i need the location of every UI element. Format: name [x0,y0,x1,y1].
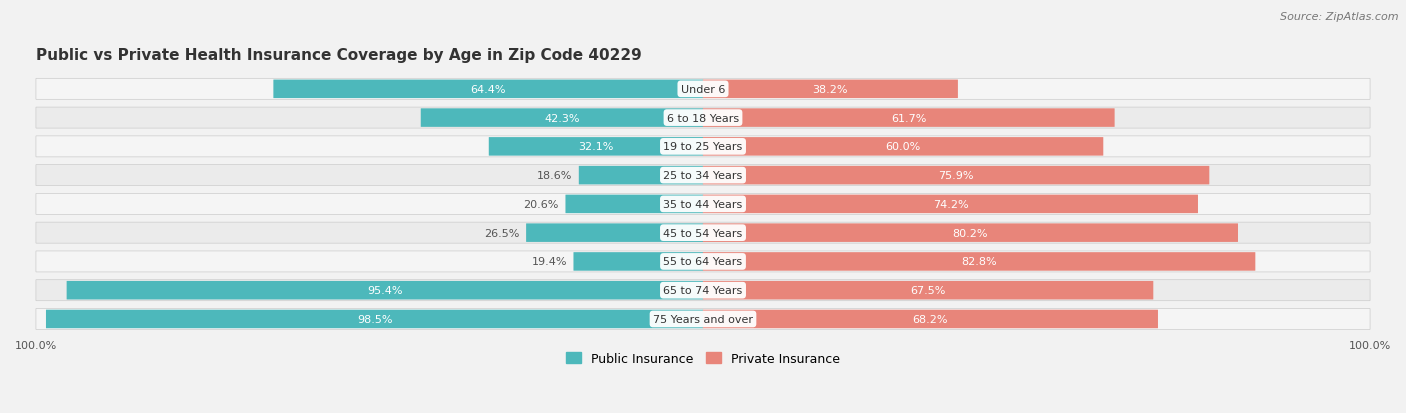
FancyBboxPatch shape [703,81,957,99]
Text: Public vs Private Health Insurance Coverage by Age in Zip Code 40229: Public vs Private Health Insurance Cover… [37,48,643,63]
FancyBboxPatch shape [565,195,703,214]
FancyBboxPatch shape [703,281,1153,300]
FancyBboxPatch shape [37,194,1369,215]
Text: 20.6%: 20.6% [523,199,560,209]
FancyBboxPatch shape [273,81,703,99]
Text: Source: ZipAtlas.com: Source: ZipAtlas.com [1281,12,1399,22]
Text: 75.9%: 75.9% [938,171,974,181]
FancyBboxPatch shape [37,79,1369,100]
Text: 45 to 54 Years: 45 to 54 Years [664,228,742,238]
FancyBboxPatch shape [420,109,703,128]
FancyBboxPatch shape [37,280,1369,301]
FancyBboxPatch shape [703,195,1198,214]
Text: 67.5%: 67.5% [910,285,946,295]
Text: 19.4%: 19.4% [531,257,567,267]
Text: Under 6: Under 6 [681,85,725,95]
Text: 55 to 64 Years: 55 to 64 Years [664,257,742,267]
Text: 38.2%: 38.2% [813,85,848,95]
Text: 64.4%: 64.4% [471,85,506,95]
FancyBboxPatch shape [703,109,1115,128]
Text: 98.5%: 98.5% [357,314,392,324]
Text: 65 to 74 Years: 65 to 74 Years [664,285,742,295]
Text: 32.1%: 32.1% [578,142,613,152]
FancyBboxPatch shape [37,165,1369,186]
Text: 80.2%: 80.2% [953,228,988,238]
FancyBboxPatch shape [526,224,703,242]
FancyBboxPatch shape [703,138,1104,156]
Text: 18.6%: 18.6% [537,171,572,181]
Text: 35 to 44 Years: 35 to 44 Years [664,199,742,209]
Text: 74.2%: 74.2% [932,199,969,209]
FancyBboxPatch shape [37,223,1369,244]
Text: 95.4%: 95.4% [367,285,402,295]
Text: 75 Years and over: 75 Years and over [652,314,754,324]
FancyBboxPatch shape [66,281,703,300]
Legend: Public Insurance, Private Insurance: Public Insurance, Private Insurance [567,352,839,365]
Text: 82.8%: 82.8% [962,257,997,267]
Text: 68.2%: 68.2% [912,314,948,324]
Text: 25 to 34 Years: 25 to 34 Years [664,171,742,181]
FancyBboxPatch shape [489,138,703,156]
FancyBboxPatch shape [37,108,1369,129]
Text: 42.3%: 42.3% [544,113,579,123]
FancyBboxPatch shape [37,309,1369,330]
Text: 60.0%: 60.0% [886,142,921,152]
FancyBboxPatch shape [703,224,1239,242]
FancyBboxPatch shape [574,253,703,271]
Text: 61.7%: 61.7% [891,113,927,123]
FancyBboxPatch shape [37,137,1369,157]
FancyBboxPatch shape [37,252,1369,272]
FancyBboxPatch shape [703,166,1209,185]
Text: 19 to 25 Years: 19 to 25 Years [664,142,742,152]
Text: 6 to 18 Years: 6 to 18 Years [666,113,740,123]
FancyBboxPatch shape [46,310,703,328]
FancyBboxPatch shape [703,310,1159,328]
Text: 26.5%: 26.5% [484,228,520,238]
FancyBboxPatch shape [703,253,1256,271]
FancyBboxPatch shape [579,166,703,185]
